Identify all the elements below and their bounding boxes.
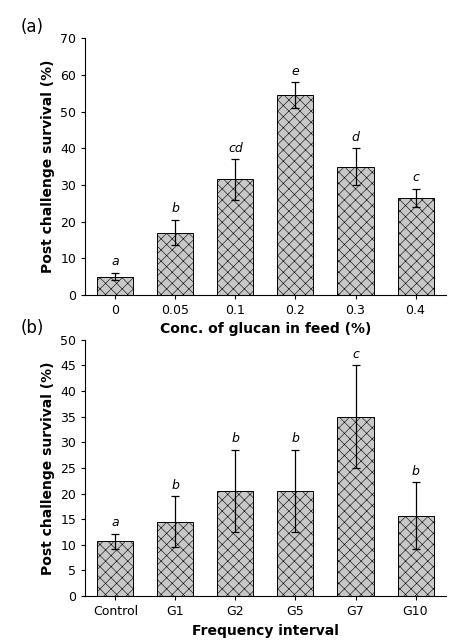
Bar xyxy=(277,491,313,596)
Y-axis label: Post challenge survival (%): Post challenge survival (%) xyxy=(41,361,55,575)
Bar xyxy=(398,515,434,596)
Text: (a): (a) xyxy=(20,18,44,36)
Bar xyxy=(97,541,133,596)
Bar xyxy=(218,491,254,596)
Bar xyxy=(277,96,313,295)
Text: b: b xyxy=(172,479,179,492)
Bar xyxy=(337,417,374,596)
Bar xyxy=(398,198,434,295)
Text: (b): (b) xyxy=(20,319,44,337)
Text: b: b xyxy=(231,433,239,445)
Bar xyxy=(157,522,193,596)
Text: b: b xyxy=(411,465,419,478)
Text: b: b xyxy=(292,433,300,445)
Text: cd: cd xyxy=(228,142,243,154)
Text: a: a xyxy=(111,516,119,529)
X-axis label: Conc. of glucan in feed (%): Conc. of glucan in feed (%) xyxy=(160,322,371,337)
Bar xyxy=(218,179,254,295)
Text: b: b xyxy=(172,202,179,215)
Text: d: d xyxy=(352,131,359,144)
Bar xyxy=(97,276,133,295)
X-axis label: Frequency interval: Frequency interval xyxy=(192,624,339,638)
Text: e: e xyxy=(292,65,300,78)
Text: c: c xyxy=(352,348,359,361)
Bar xyxy=(337,167,374,295)
Y-axis label: Post challenge survival (%): Post challenge survival (%) xyxy=(41,60,55,274)
Bar xyxy=(157,233,193,295)
Text: c: c xyxy=(412,171,419,184)
Text: a: a xyxy=(111,255,119,269)
